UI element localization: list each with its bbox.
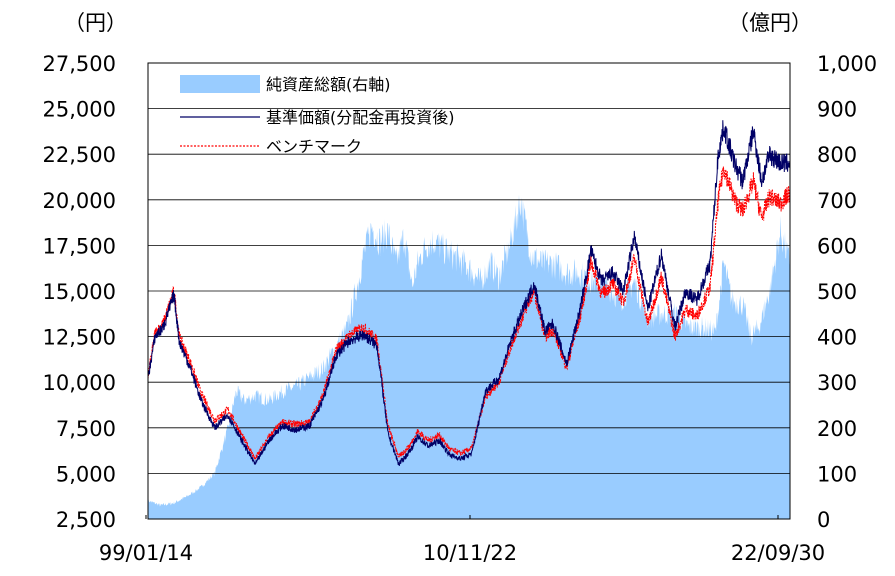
gridlines bbox=[148, 108, 790, 474]
right-tick-label: 100 bbox=[817, 462, 857, 486]
left-axis-ticks: 27,500 25,000 22,500 20,000 17,500 15,000 12,5… bbox=[43, 52, 116, 532]
left-tick-label: 20,000 bbox=[43, 189, 116, 213]
x-axis-ticks: 99/01/14 10/11/22 22/09/30 bbox=[99, 515, 825, 565]
left-tick-label: 27,500 bbox=[43, 52, 116, 76]
legend-swatch-area bbox=[180, 75, 260, 93]
right-tick-label: 600 bbox=[817, 234, 857, 258]
x-tick-label: 99/01/14 bbox=[99, 541, 193, 565]
right-tick-label: 800 bbox=[817, 143, 857, 167]
left-tick-label: 17,500 bbox=[43, 234, 116, 258]
net-assets-area bbox=[148, 194, 790, 519]
right-tick-label: 500 bbox=[817, 280, 857, 304]
legend: 純資産総額(右軸) 基準価額(分配金再投資後) ベンチマーク bbox=[180, 75, 455, 156]
benchmark-line bbox=[147, 166, 791, 461]
right-tick-label: 300 bbox=[817, 371, 857, 395]
left-tick-label: 25,000 bbox=[43, 98, 116, 122]
net-assets-area-layer bbox=[148, 194, 790, 519]
right-axis-ticks: 1,000 900 800 700 600 500 400 300 200 100 0 bbox=[817, 52, 877, 532]
left-tick-label: 12,500 bbox=[43, 326, 116, 350]
right-tick-label: 1,000 bbox=[817, 52, 877, 76]
left-tick-label: 22,500 bbox=[43, 143, 116, 167]
right-tick-label: 400 bbox=[817, 326, 857, 350]
plot-frame bbox=[147, 62, 791, 520]
x-tick-label: 10/11/22 bbox=[423, 541, 517, 565]
left-axis-unit: （円） bbox=[64, 11, 127, 35]
nav-line bbox=[147, 120, 791, 466]
left-tick-label: 2,500 bbox=[56, 508, 116, 532]
left-tick-label: 5,000 bbox=[56, 462, 116, 486]
legend-label-nav: 基準価額(分配金再投資後) bbox=[266, 108, 455, 127]
x-tick-label: 22/09/30 bbox=[731, 541, 825, 565]
right-axis-unit: （億円） bbox=[728, 11, 812, 35]
price-lines-layer bbox=[147, 120, 791, 466]
left-tick-label: 15,000 bbox=[43, 280, 116, 304]
right-tick-label: 700 bbox=[817, 189, 857, 213]
legend-label-benchmark: ベンチマーク bbox=[266, 137, 362, 156]
right-tick-label: 900 bbox=[817, 98, 857, 122]
legend-label-area: 純資産総額(右軸) bbox=[266, 75, 391, 94]
left-tick-label: 7,500 bbox=[56, 417, 116, 441]
left-tick-label: 10,000 bbox=[43, 371, 116, 395]
right-tick-label: 200 bbox=[817, 417, 857, 441]
right-tick-label: 0 bbox=[817, 508, 830, 532]
